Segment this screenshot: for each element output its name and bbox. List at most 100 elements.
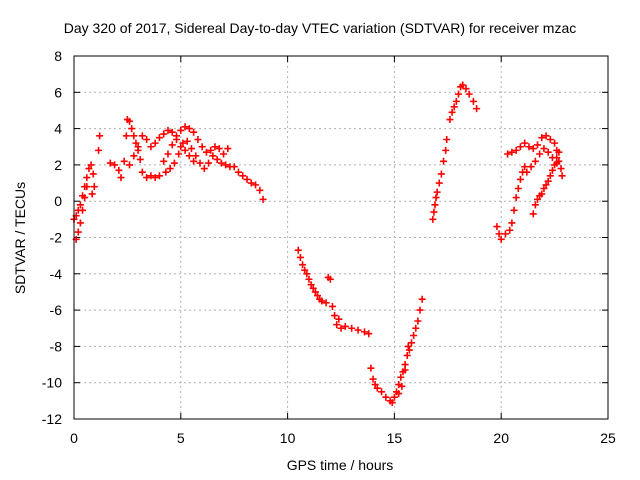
data-point-marker [553,154,561,162]
plot-frame [73,55,609,420]
data-point-marker [328,302,336,310]
data-point-marker [544,148,552,156]
data-point-marker [175,150,183,158]
data-point-marker [239,172,247,180]
data-point-marker [74,228,82,236]
data-point-marker [198,143,206,151]
data-point-marker [429,215,437,223]
y-tick-label: 4 [54,121,62,137]
x-tick-label: 5 [177,430,185,446]
data-point-marker [452,97,460,105]
data-point-marker [418,295,426,303]
data-point-marker [252,181,260,189]
y-tick-label: -12 [42,411,62,427]
data-point-marker [177,143,185,151]
data-point-marker [190,157,198,165]
data-point-marker [553,146,561,154]
data-point-marker [305,275,313,283]
data-point-marker [365,330,373,338]
data-point-marker [527,163,535,171]
data-point-marker [454,90,462,98]
data-point-marker [497,235,505,243]
data-point-marker [326,275,334,283]
data-point-marker [410,332,418,340]
data-point-marker [143,135,151,143]
data-point-marker [196,159,204,167]
y-tick-label: 6 [54,84,62,100]
data-point-marker [469,97,477,105]
data-point-marker [348,324,356,332]
data-point-marker [138,132,146,140]
data-point-marker [534,195,542,203]
data-point-marker [215,145,223,153]
data-point-marker [378,388,386,396]
data-point-marker [401,366,409,374]
data-point-marker [160,157,168,165]
data-point-marker [111,161,119,169]
data-point-marker [309,284,317,292]
data-point-marker [495,230,503,238]
data-point-marker [450,103,458,111]
data-point-marker [397,373,405,381]
data-point-marker [222,161,230,169]
data-point-marker [331,312,339,320]
data-point-marker [106,159,114,167]
data-point-marker [551,161,559,169]
data-point-marker [448,108,456,116]
data-point-marker [243,175,251,183]
data-point-marker [89,170,97,178]
data-point-marker [95,146,103,154]
data-point-marker [333,321,341,329]
data-point-marker [506,226,514,234]
y-axis-label: SDTVAR / TECUs [12,181,28,295]
data-point-marker [512,146,520,154]
data-point-marker [115,166,123,174]
data-point-marker [534,141,542,149]
data-point-marker [540,145,548,153]
data-point-marker [431,201,439,209]
data-point-marker [341,322,349,330]
data-point-marker [170,159,178,167]
data-point-marker [516,175,524,183]
data-point-marker [185,152,193,160]
data-point-marker [442,146,450,154]
data-point-marker [234,168,242,176]
data-point-marker [162,168,170,176]
y-tick-label: 2 [54,157,62,173]
data-point-marker [373,384,381,392]
data-point-marker [536,150,544,158]
data-point-marker [247,179,255,187]
data-point-marker [183,137,191,145]
data-point-marker [542,181,550,189]
data-point-marker [558,172,566,180]
data-point-marker [314,292,322,300]
x-tick-label: 15 [387,430,403,446]
data-point-marker [185,125,193,133]
data-point-marker [371,381,379,389]
data-point-marker [194,135,202,143]
data-point-marker [164,126,172,134]
data-point-marker [525,143,533,151]
data-point-marker [354,326,362,334]
data-point-marker [85,165,93,173]
data-point-marker [79,192,87,200]
data-point-marker [318,297,326,305]
y-tick-label: -4 [50,266,63,282]
data-point-marker [335,315,343,323]
data-point-marker [207,146,215,154]
data-point-marker [173,132,181,140]
data-point-marker [459,81,467,89]
data-point-marker [510,206,518,214]
data-point-marker [437,170,445,178]
data-point-marker [508,219,516,227]
data-point-marker [132,139,140,147]
data-point-marker [546,135,554,143]
data-point-marker [138,168,146,176]
data-point-marker [531,201,539,209]
data-point-marker [143,174,151,182]
data-point-marker [435,179,443,187]
data-point-marker [440,157,448,165]
data-point-marker [531,157,539,165]
data-point-marker [416,306,424,314]
data-point-marker [360,328,368,336]
